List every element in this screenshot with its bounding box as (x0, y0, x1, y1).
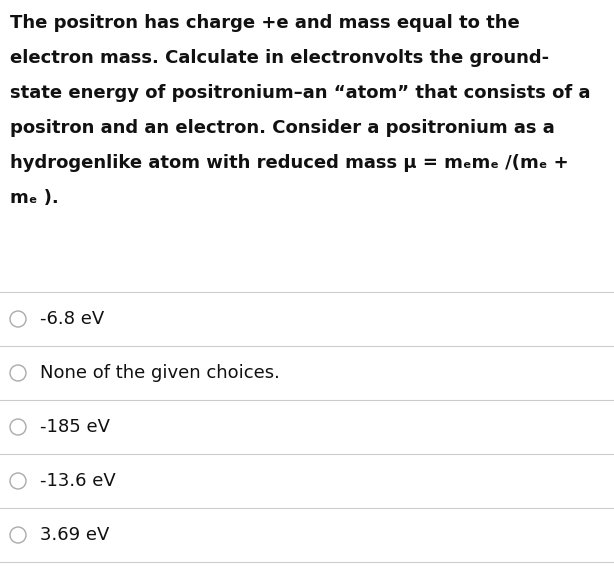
Text: positron and an electron. Consider a positronium as a: positron and an electron. Consider a pos… (10, 119, 555, 137)
Text: electron mass. Calculate in electronvolts the ground-: electron mass. Calculate in electronvolt… (10, 49, 549, 67)
Text: 3.69 eV: 3.69 eV (40, 526, 109, 544)
Text: None of the given choices.: None of the given choices. (40, 364, 280, 382)
Text: The positron has charge +e and mass equal to the: The positron has charge +e and mass equa… (10, 14, 519, 32)
Text: hydrogenlike atom with reduced mass μ = mₑmₑ /(mₑ +: hydrogenlike atom with reduced mass μ = … (10, 154, 569, 172)
Text: -6.8 eV: -6.8 eV (40, 310, 104, 328)
Text: mₑ ).: mₑ ). (10, 189, 59, 207)
Text: -185 eV: -185 eV (40, 418, 110, 436)
Text: -13.6 eV: -13.6 eV (40, 472, 116, 490)
Text: state energy of positronium–an “atom” that consists of a: state energy of positronium–an “atom” th… (10, 84, 591, 102)
